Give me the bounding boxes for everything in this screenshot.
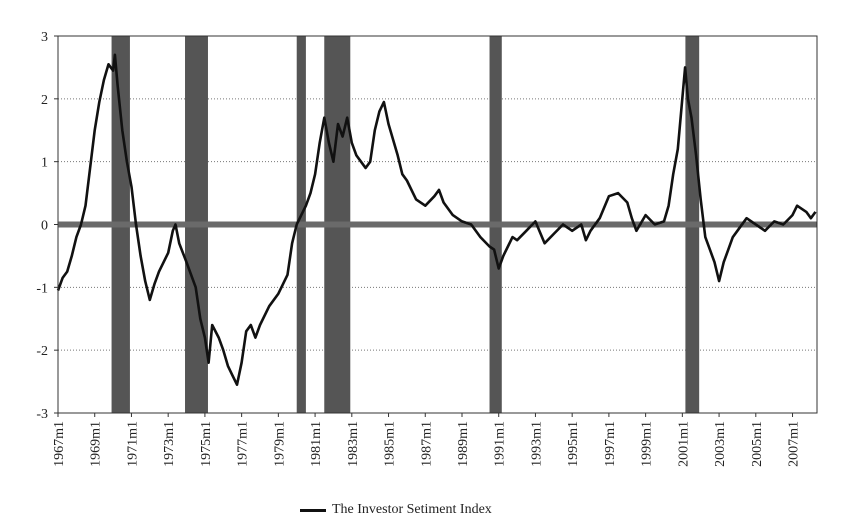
y-tick-label: -2 xyxy=(36,344,48,359)
x-tick-label: 1971m1 xyxy=(125,421,140,467)
x-tick-label: 1983m1 xyxy=(346,421,361,467)
x-tick-label: 1969m1 xyxy=(89,421,104,467)
x-tick-label: 1989m1 xyxy=(456,421,471,467)
x-tick-label: 1975m1 xyxy=(199,421,214,467)
y-axis: 3 2 1 0 -1 -2 -3 xyxy=(36,30,58,422)
x-tick-label: 1981m1 xyxy=(309,421,324,467)
x-axis: 1967m1 1969m1 1971m1 1973m1 1975m1 1977m1 1979… xyxy=(52,413,802,467)
x-tick-label: 1991m1 xyxy=(493,421,508,467)
y-tick-label: 0 xyxy=(41,219,48,234)
x-tick-label: 1987m1 xyxy=(419,421,434,467)
gridlines xyxy=(58,98,817,351)
y-tick-label: 3 xyxy=(41,30,48,45)
legend: The Investor Setiment Index xyxy=(300,502,492,518)
x-tick-label: 1973m1 xyxy=(162,421,177,467)
x-tick-label: 2003m1 xyxy=(713,421,728,467)
legend-label: The Investor Setiment Index xyxy=(332,502,492,517)
y-tick-label: -1 xyxy=(36,281,48,296)
x-tick-label: 1995m1 xyxy=(566,421,581,467)
x-tick-label: 2007m1 xyxy=(787,421,802,467)
y-tick-label: 2 xyxy=(41,93,48,108)
legend-line-swatch xyxy=(300,508,326,512)
x-tick-label: 1979m1 xyxy=(272,421,287,467)
series-line xyxy=(56,53,817,386)
x-tick-label: 1977m1 xyxy=(236,421,251,467)
x-tick-label: 1993m1 xyxy=(529,421,544,467)
x-tick-label: 1985m1 xyxy=(383,421,398,467)
x-tick-label: 1999m1 xyxy=(640,421,655,467)
y-tick-label: 1 xyxy=(41,156,48,171)
x-tick-label: 1997m1 xyxy=(603,421,618,467)
x-tick-label: 1967m1 xyxy=(52,421,67,467)
y-tick-label: -3 xyxy=(36,407,48,422)
x-tick-label: 2001m1 xyxy=(676,421,691,467)
series-layer xyxy=(56,53,817,386)
x-tick-label: 2005m1 xyxy=(750,421,765,467)
zero-band-fill xyxy=(58,221,817,228)
